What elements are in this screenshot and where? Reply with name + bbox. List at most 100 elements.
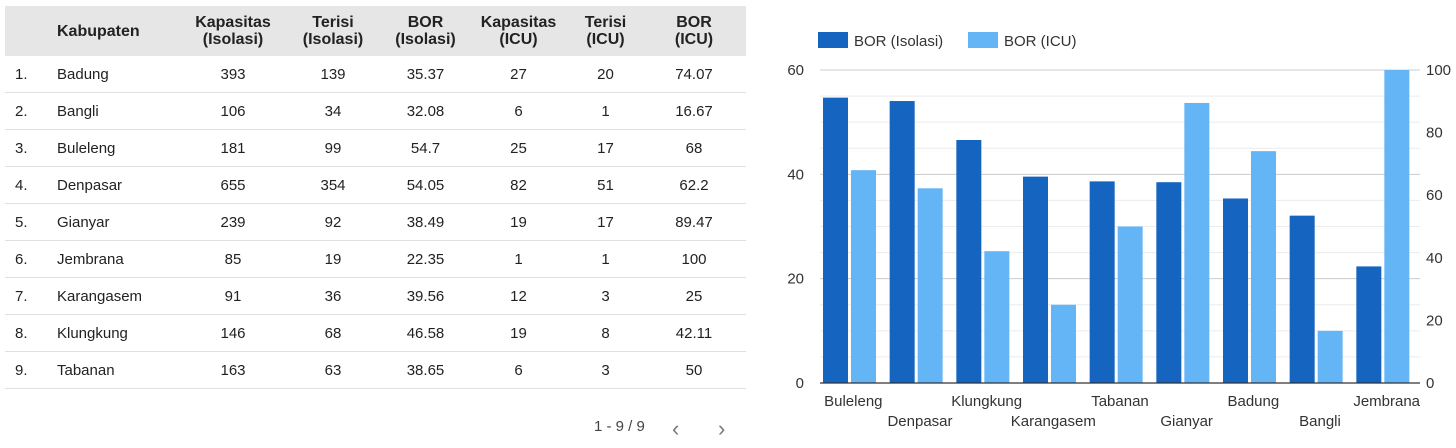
bor-icu-cell: 42.11: [642, 314, 746, 352]
kapasitas-icu-cell: 12: [468, 277, 569, 315]
table-row: 6. Jembrana 85 19 22.35 1 1 100: [5, 240, 746, 278]
terisi-isolasi-cell: 36: [283, 277, 383, 315]
row-index: 2.: [5, 92, 45, 130]
bar-bor-icu: [1384, 70, 1410, 383]
bar-bor-isolasi: [1356, 266, 1382, 383]
header-kapasitas-isolasi[interactable]: Kapasitas (Isolasi): [183, 6, 283, 56]
table-row: 1. Badung 393 139 35.37 27 20 74.07: [5, 56, 746, 93]
kabupaten-cell: Buleleng: [45, 129, 183, 167]
bar-bor-isolasi: [1089, 181, 1115, 383]
row-index: 6.: [5, 240, 45, 278]
legend-swatch: [968, 32, 998, 48]
kabupaten-cell: Badung: [45, 56, 183, 93]
table-row: 8. Klungkung 146 68 46.58 19 8 42.11: [5, 314, 746, 352]
kabupaten-cell: Tabanan: [45, 351, 183, 389]
prev-page-icon[interactable]: ‹: [672, 416, 680, 441]
next-page-icon[interactable]: ›: [718, 416, 726, 441]
legend-label: BOR (ICU): [1004, 33, 1077, 50]
y-right-tick-label: 20: [1426, 312, 1443, 329]
header-bor-isolasi[interactable]: BOR (Isolasi): [383, 6, 468, 56]
table-row: 3. Buleleng 181 99 54.7 25 17 68: [5, 129, 746, 167]
x-tick-label: Badung: [1227, 393, 1279, 410]
terisi-icu-cell: 17: [569, 203, 642, 241]
bar-bor-isolasi: [1156, 182, 1182, 383]
terisi-isolasi-cell: 92: [283, 203, 383, 241]
header-kapasitas-icu[interactable]: Kapasitas (ICU): [468, 6, 569, 56]
row-index: 3.: [5, 129, 45, 167]
bor-isolasi-cell: 22.35: [383, 240, 468, 278]
table-header-row: Kabupaten Kapasitas (Isolasi) Terisi (Isol…: [5, 6, 746, 56]
header-bor-icu[interactable]: BOR (ICU): [642, 6, 746, 56]
bar-bor-icu: [1317, 330, 1343, 383]
kabupaten-cell: Jembrana: [45, 240, 183, 278]
row-index: 9.: [5, 351, 45, 389]
kapasitas-icu-cell: 6: [468, 351, 569, 389]
kapasitas-isolasi-cell: 239: [183, 203, 283, 241]
kapasitas-icu-cell: 19: [468, 203, 569, 241]
y-right-tick-label: 60: [1426, 187, 1443, 204]
bor-icu-cell: 50: [642, 351, 746, 389]
bar-bor-isolasi: [1023, 176, 1048, 383]
header-terisi-isolasi[interactable]: Terisi (Isolasi): [283, 6, 383, 56]
bor-icu-cell: 16.67: [642, 92, 746, 130]
bor-isolasi-cell: 54.05: [383, 166, 468, 204]
pagination: 1 - 9 / 9 ‹ ›: [594, 416, 725, 441]
y-left-tick-label: 60: [787, 62, 804, 79]
kapasitas-isolasi-cell: 91: [183, 277, 283, 315]
header-index[interactable]: [5, 6, 45, 56]
bar-bor-isolasi: [1223, 198, 1248, 383]
bar-bor-icu: [1251, 151, 1276, 383]
bor-icu-cell: 89.47: [642, 203, 746, 241]
terisi-icu-cell: 3: [569, 351, 642, 389]
terisi-isolasi-cell: 139: [283, 56, 383, 93]
bar-bor-isolasi: [823, 97, 848, 384]
bor-isolasi-cell: 39.56: [383, 277, 468, 315]
data-table-panel: Kabupaten Kapasitas (Isolasi) Terisi (Isol…: [5, 6, 746, 389]
bar-bor-isolasi: [1289, 215, 1315, 383]
terisi-icu-cell: 3: [569, 277, 642, 315]
kabupaten-cell: Gianyar: [45, 203, 183, 241]
x-tick-label: Gianyar: [1160, 413, 1213, 430]
x-tick-label: Bangli: [1299, 413, 1341, 430]
row-index: 7.: [5, 277, 45, 315]
bor-icu-cell: 62.2: [642, 166, 746, 204]
row-index: 5.: [5, 203, 45, 241]
bor-bar-chart: 0 20 40 60 0 20 40 60 80 100 Buleleng Denpasar Klung…: [787, 32, 1451, 430]
x-tick-label: Karangasem: [1011, 413, 1096, 430]
row-index: 8.: [5, 314, 45, 352]
bor-isolasi-cell: 38.65: [383, 351, 468, 389]
y-right-tick-label: 0: [1426, 375, 1434, 392]
x-tick-label: Buleleng: [824, 393, 882, 410]
bar-bor-icu: [851, 170, 876, 383]
table-row: 2. Bangli 106 34 32.08 6 1 16.67: [5, 92, 746, 130]
bor-table: Kabupaten Kapasitas (Isolasi) Terisi (Isol…: [5, 6, 746, 389]
x-tick-label: Jembrana: [1353, 393, 1420, 410]
kapasitas-isolasi-cell: 181: [183, 129, 283, 167]
kapasitas-isolasi-cell: 393: [183, 56, 283, 93]
bar-bor-icu: [1051, 304, 1076, 383]
bar-bor-icu: [984, 251, 1010, 383]
y-right-tick-label: 100: [1426, 62, 1451, 79]
kabupaten-cell: Denpasar: [45, 166, 183, 204]
header-terisi-icu[interactable]: Terisi (ICU): [569, 6, 642, 56]
kapasitas-icu-cell: 27: [468, 56, 569, 93]
terisi-isolasi-cell: 34: [283, 92, 383, 130]
terisi-icu-cell: 1: [569, 92, 642, 130]
y-right-tick-label: 40: [1426, 250, 1443, 267]
bor-isolasi-cell: 35.37: [383, 56, 468, 93]
bor-icu-cell: 100: [642, 240, 746, 278]
terisi-icu-cell: 17: [569, 129, 642, 167]
bar-bor-icu: [917, 188, 943, 383]
bar-bor-icu: [1117, 226, 1143, 383]
bar-bor-icu: [1184, 102, 1210, 384]
terisi-isolasi-cell: 63: [283, 351, 383, 389]
table-row: 5. Gianyar 239 92 38.49 19 17 89.47: [5, 203, 746, 241]
legend-swatch: [818, 32, 848, 48]
bor-isolasi-cell: 54.7: [383, 129, 468, 167]
header-kabupaten[interactable]: Kabupaten: [45, 6, 183, 56]
bor-isolasi-cell: 46.58: [383, 314, 468, 352]
terisi-icu-cell: 20: [569, 56, 642, 93]
bor-isolasi-cell: 38.49: [383, 203, 468, 241]
y-left-tick-label: 0: [796, 375, 804, 392]
x-tick-label: Klungkung: [951, 393, 1022, 410]
